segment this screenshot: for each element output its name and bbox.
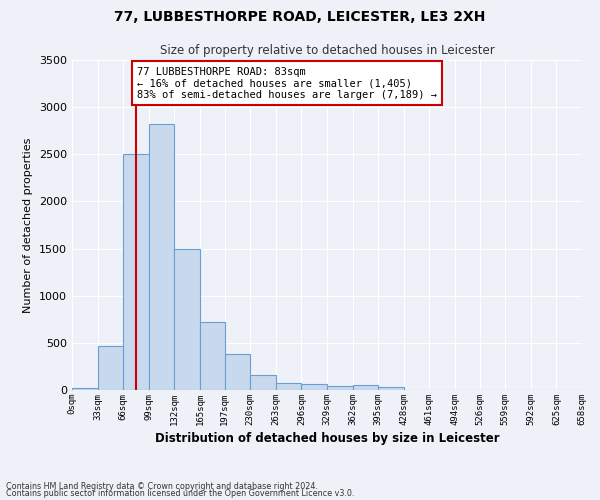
Bar [72, 388, 98, 390]
Bar [224, 354, 250, 390]
Y-axis label: Number of detached properties: Number of detached properties [23, 138, 34, 312]
Bar [353, 385, 378, 390]
Bar [276, 384, 301, 390]
Bar [175, 248, 200, 390]
Title: Size of property relative to detached houses in Leicester: Size of property relative to detached ho… [160, 44, 494, 58]
Bar [200, 322, 224, 390]
Bar [378, 387, 404, 390]
Bar [250, 376, 276, 390]
Text: 77, LUBBESTHORPE ROAD, LEICESTER, LE3 2XH: 77, LUBBESTHORPE ROAD, LEICESTER, LE3 2X… [115, 10, 485, 24]
Bar [327, 386, 353, 390]
X-axis label: Distribution of detached houses by size in Leicester: Distribution of detached houses by size … [155, 432, 499, 445]
Bar [123, 154, 149, 390]
Text: Contains HM Land Registry data © Crown copyright and database right 2024.: Contains HM Land Registry data © Crown c… [6, 482, 318, 491]
Bar [149, 124, 175, 390]
Text: Contains public sector information licensed under the Open Government Licence v3: Contains public sector information licen… [6, 490, 355, 498]
Bar [98, 346, 123, 390]
Bar [301, 384, 327, 390]
Text: 77 LUBBESTHORPE ROAD: 83sqm
← 16% of detached houses are smaller (1,405)
83% of : 77 LUBBESTHORPE ROAD: 83sqm ← 16% of det… [137, 66, 437, 100]
